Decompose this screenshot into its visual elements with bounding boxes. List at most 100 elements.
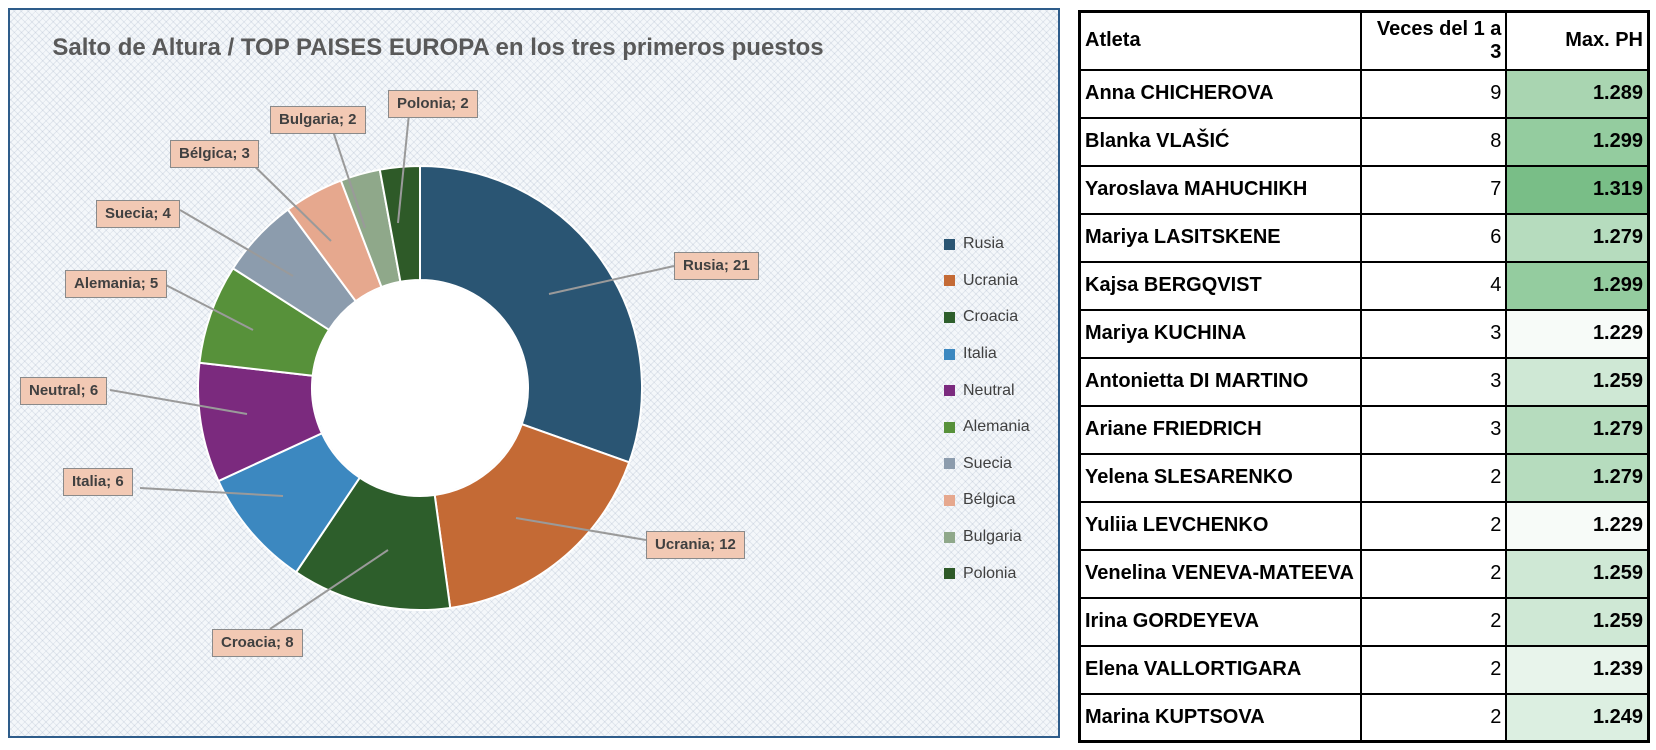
legend-swatch (944, 238, 955, 250)
data-label: Polonia; 2 (388, 90, 478, 118)
data-label: Ucrania; 12 (646, 531, 745, 559)
max-ph-value: 1.249 (1505, 692, 1650, 743)
legend-swatch (944, 421, 955, 433)
leader-line (397, 103, 411, 224)
athlete-name: Yuliia LEVCHENKO (1078, 500, 1363, 551)
table-row: Yelena SLESARENKO 2 1.279 (1078, 452, 1650, 503)
max-ph-value: 1.299 (1505, 116, 1650, 167)
max-ph-value: 1.229 (1505, 308, 1650, 359)
max-ph-value: 1.279 (1505, 404, 1650, 455)
legend-item: Neutral (944, 372, 1030, 409)
header-athlete: Atleta (1078, 10, 1363, 71)
athlete-name: Mariya KUCHINA (1078, 308, 1363, 359)
legend-swatch (944, 348, 955, 360)
leader-line (329, 121, 366, 229)
table-row: Mariya LASITSKENE 6 1.279 (1078, 212, 1650, 263)
chart-title: Salto de Altura / TOP PAISES EUROPA en l… (52, 34, 824, 61)
podium-count: 2 (1360, 452, 1508, 503)
podium-count: 9 (1360, 68, 1508, 119)
table-row: Ariane FRIEDRICH 3 1.279 (1078, 404, 1650, 455)
leader-line (179, 209, 294, 277)
legend-item: Polonia (944, 555, 1030, 592)
legend-item: Bélgica (944, 482, 1030, 519)
podium-count: 3 (1360, 356, 1508, 407)
max-ph-value: 1.259 (1505, 548, 1650, 599)
max-ph-value: 1.259 (1505, 356, 1650, 407)
athlete-name: Antonietta DI MARTINO (1078, 356, 1363, 407)
athlete-name: Elena VALLORTIGARA (1078, 644, 1363, 695)
slice-ucrania (433, 422, 631, 610)
legend-swatch (944, 311, 955, 323)
podium-count: 2 (1360, 596, 1508, 647)
podium-count: 2 (1360, 644, 1508, 695)
podium-count: 2 (1360, 548, 1508, 599)
athlete-name: Yelena SLESARENKO (1078, 452, 1363, 503)
legend-item: Croacia (944, 299, 1030, 336)
table-row: Anna CHICHEROVA 9 1.289 (1078, 68, 1650, 119)
max-ph-value: 1.279 (1505, 212, 1650, 263)
data-label: Suecia; 4 (96, 200, 180, 228)
leader-line (515, 517, 647, 541)
table-header-row: Atleta Veces del 1 a 3 Max. PH (1078, 10, 1650, 71)
legend-label: Polonia (963, 564, 1017, 582)
table-row: Irina GORDEYEVA 2 1.259 (1078, 596, 1650, 647)
data-label: Alemania; 5 (65, 270, 168, 298)
legend-label: Bélgica (963, 491, 1016, 509)
table-row: Yuliia LEVCHENKO 2 1.229 (1078, 500, 1650, 551)
podium-count: 8 (1360, 116, 1508, 167)
table-row: Marina KUPTSOVA 2 1.249 (1078, 692, 1650, 743)
athlete-name: Ariane FRIEDRICH (1078, 404, 1363, 455)
athlete-name: Irina GORDEYEVA (1078, 596, 1363, 647)
athlete-name: Venelina VENEVA-MATEEVA (1078, 548, 1363, 599)
max-ph-value: 1.299 (1505, 260, 1650, 311)
data-label: Bélgica; 3 (170, 140, 259, 168)
leader-lines (109, 103, 675, 630)
legend-swatch (944, 275, 955, 287)
max-ph-value: 1.289 (1505, 68, 1650, 119)
athletes-table: Atleta Veces del 1 a 3 Max. PH Anna CHIC… (1078, 10, 1650, 743)
chart-panel: Salto de Altura / TOP PAISES EUROPA en l… (8, 8, 1060, 738)
legend-label: Neutral (963, 381, 1015, 399)
legend-label: Rusia (963, 235, 1004, 253)
leader-line (159, 281, 254, 331)
data-label: Neutral; 6 (20, 377, 108, 405)
legend-swatch (944, 458, 955, 470)
podium-count: 2 (1360, 692, 1508, 743)
max-ph-value: 1.279 (1505, 452, 1650, 503)
legend-item: Italia (944, 336, 1030, 373)
data-label: Bulgaria; 2 (270, 106, 366, 134)
podium-count: 7 (1360, 164, 1508, 215)
leader-line (269, 549, 389, 630)
legend-item: Alemania (944, 409, 1030, 446)
leader-line (109, 389, 248, 415)
legend-label: Suecia (963, 454, 1012, 472)
legend-swatch (944, 494, 955, 506)
table-row: Mariya KUCHINA 3 1.229 (1078, 308, 1650, 359)
doughnut-chart (109, 103, 675, 630)
athlete-name: Marina KUPTSOVA (1078, 692, 1363, 743)
legend-item: Suecia (944, 446, 1030, 483)
legend-swatch (944, 531, 955, 543)
table-row: Antonietta DI MARTINO 3 1.259 (1078, 356, 1650, 407)
legend-item: Rusia (944, 226, 1030, 263)
athlete-name: Blanka VLAŠIĆ (1078, 116, 1363, 167)
legend-label: Alemania (963, 418, 1030, 436)
table-row: Venelina VENEVA-MATEEVA 2 1.259 (1078, 548, 1650, 599)
legend-label: Italia (963, 345, 997, 363)
podium-count: 2 (1360, 500, 1508, 551)
legend-swatch (944, 568, 955, 580)
chart-legend: Rusia Ucrania Croacia Italia Neutral Alemania… (944, 226, 1030, 592)
table-row: Elena VALLORTIGARA 2 1.239 (1078, 644, 1650, 695)
legend-swatch (944, 385, 955, 397)
doughnut-hole (313, 281, 527, 495)
podium-count: 4 (1360, 260, 1508, 311)
header-times-podium: Veces del 1 a 3 (1360, 10, 1508, 71)
slice-rusia (419, 164, 643, 464)
max-ph-value: 1.259 (1505, 596, 1650, 647)
data-label: Croacia; 8 (212, 629, 303, 657)
athlete-name: Kajsa BERGQVIST (1078, 260, 1363, 311)
athlete-name: Mariya LASITSKENE (1078, 212, 1363, 263)
legend-label: Ucrania (963, 271, 1019, 289)
athlete-name: Anna CHICHEROVA (1078, 68, 1363, 119)
max-ph-value: 1.319 (1505, 164, 1650, 215)
